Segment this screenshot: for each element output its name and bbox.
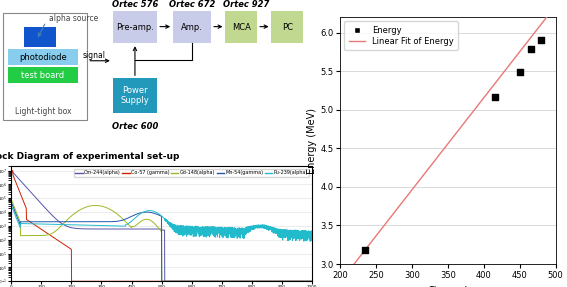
Text: Power
Supply: Power Supply [121, 86, 149, 105]
Point [361, 248, 370, 253]
Point [526, 46, 535, 51]
Text: Ortec 600: Ortec 600 [112, 122, 158, 131]
X-axis label: Channel: Channel [428, 286, 468, 287]
Text: PC: PC [282, 23, 293, 32]
Text: Ortec 927: Ortec 927 [223, 1, 269, 9]
Bar [24, 28, 56, 46]
Text: Light-tight box: Light-tight box [15, 107, 71, 116]
Legend: Energy, Linear Fit of Energy: Energy, Linear Fit of Energy [344, 22, 458, 50]
Bar [3, 13, 87, 120]
Point [537, 38, 546, 43]
Point [490, 95, 499, 100]
Text: MCA: MCA [232, 23, 251, 32]
Bar [8, 49, 78, 65]
Text: Ortec 576: Ortec 576 [112, 1, 158, 9]
Bar [173, 11, 211, 43]
Bar [8, 67, 78, 83]
Point [515, 70, 524, 74]
Bar [272, 11, 303, 43]
Text: test board: test board [22, 71, 65, 80]
Text: Amp.: Amp. [181, 23, 203, 32]
Bar [113, 78, 157, 113]
Legend: Cm-244(alpha), Co-57 (gamma), Gd-148(alpha), Mn-54(gamma), Pu-239(alpha): Cm-244(alpha), Co-57 (gamma), Gd-148(alp… [74, 169, 310, 177]
Text: Block Diagram of experimental set-up: Block Diagram of experimental set-up [0, 152, 179, 161]
Text: alpha source: alpha source [49, 14, 99, 23]
Text: photodiode: photodiode [19, 53, 67, 61]
Text: Ortec 672: Ortec 672 [169, 1, 215, 9]
Text: Pre-amp.: Pre-amp. [116, 23, 154, 32]
Text: signal: signal [82, 51, 105, 60]
Bar [226, 11, 257, 43]
Y-axis label: Energy (MeV): Energy (MeV) [307, 108, 317, 174]
Bar [113, 11, 157, 43]
